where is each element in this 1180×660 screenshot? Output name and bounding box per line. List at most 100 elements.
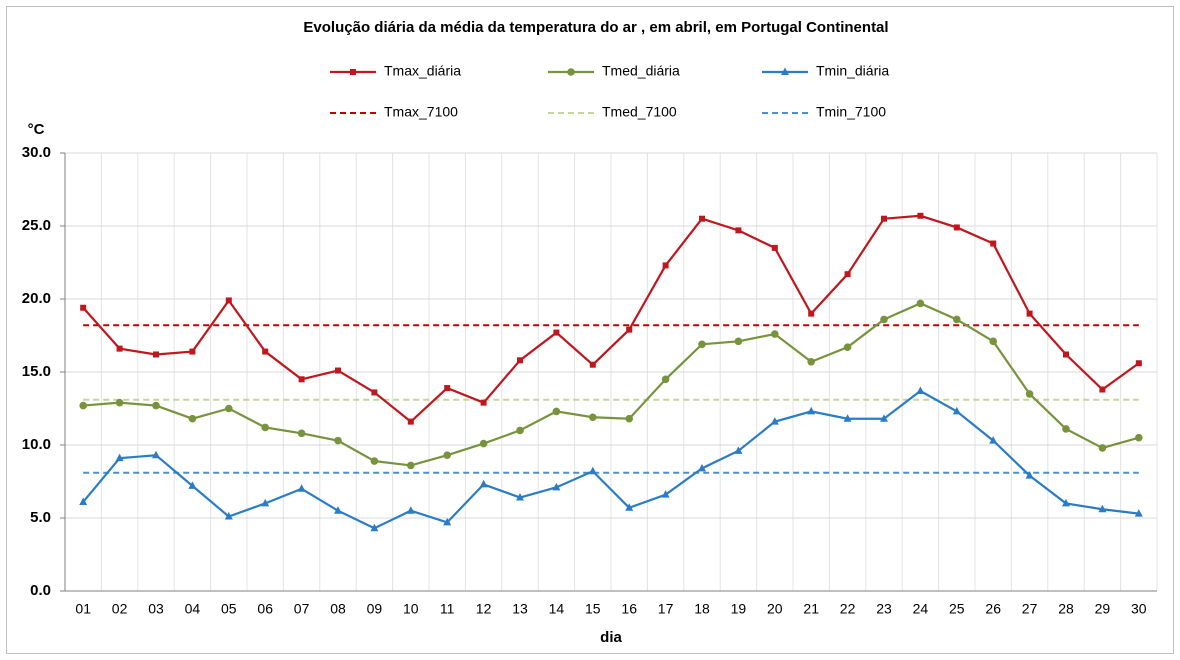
data-point <box>152 401 160 410</box>
series-line <box>82 214 1140 424</box>
y-tick-label: 5.0 <box>30 509 51 526</box>
x-tick-label: 22 <box>840 601 856 617</box>
data-point <box>79 401 87 410</box>
data-point <box>371 389 378 396</box>
data-point <box>115 398 124 407</box>
data-point <box>1063 351 1069 358</box>
data-point <box>1099 386 1106 393</box>
y-tick-label: 10.0 <box>22 436 51 453</box>
x-tick-label: 20 <box>767 601 783 617</box>
data-point <box>989 436 998 444</box>
data-point <box>553 329 560 336</box>
data-point <box>844 271 851 278</box>
x-axis-label: dia <box>600 629 622 646</box>
data-point <box>1025 471 1034 479</box>
data-point <box>443 451 452 460</box>
data-point <box>1135 360 1142 367</box>
data-point <box>297 429 306 438</box>
data-point <box>153 351 159 358</box>
x-tick-label: 16 <box>621 601 637 617</box>
data-point <box>552 407 561 416</box>
x-tick-label: 12 <box>476 601 492 617</box>
y-tick-label: 15.0 <box>22 363 51 380</box>
data-point <box>224 512 233 520</box>
data-point <box>588 466 597 475</box>
legend-label: Tmin_7100 <box>816 104 886 120</box>
data-point <box>189 348 196 355</box>
data-point <box>771 330 779 338</box>
data-point <box>262 348 269 355</box>
data-point <box>444 385 451 392</box>
data-point <box>771 244 778 251</box>
x-tick-label: 11 <box>440 601 455 617</box>
data-point <box>479 439 488 448</box>
data-point <box>370 523 379 532</box>
y-tick-label: 20.0 <box>22 290 51 307</box>
x-tick-label: 24 <box>913 601 929 617</box>
data-point <box>626 326 633 333</box>
data-point <box>625 414 633 423</box>
data-point <box>734 337 743 346</box>
data-point <box>1062 498 1070 507</box>
data-point <box>516 426 524 435</box>
data-point <box>567 68 575 76</box>
x-tick-label: 01 <box>75 601 91 617</box>
legend-label: Tmin_diária <box>816 63 889 79</box>
x-tick-label: 10 <box>403 601 419 617</box>
data-point <box>407 461 415 470</box>
data-point <box>1025 390 1034 398</box>
x-tick-label: 03 <box>148 601 164 617</box>
x-tick-label: 27 <box>1022 601 1038 617</box>
data-point <box>662 262 669 269</box>
data-point <box>80 304 87 311</box>
data-point <box>698 463 706 472</box>
data-point <box>188 481 197 489</box>
data-point <box>699 215 705 222</box>
data-point <box>770 417 779 425</box>
data-point <box>843 343 852 351</box>
x-tick-label: 05 <box>221 601 237 617</box>
legend-label: Tmed_7100 <box>602 104 677 120</box>
data-point <box>781 67 789 75</box>
data-point <box>735 227 742 234</box>
x-tick-label: 08 <box>330 601 346 617</box>
data-point <box>989 337 997 346</box>
x-tick-label: 30 <box>1131 601 1147 617</box>
x-tick-label: 15 <box>585 601 601 617</box>
y-axis-label: °C <box>28 121 45 138</box>
data-point <box>407 418 414 425</box>
data-point <box>1134 509 1143 517</box>
data-point <box>261 498 270 507</box>
data-point <box>916 299 925 308</box>
data-point <box>881 215 887 222</box>
data-point <box>880 315 888 324</box>
data-point <box>334 436 342 445</box>
data-point <box>1026 310 1033 317</box>
chart-frame <box>6 6 1174 654</box>
legend-label: Tmax_diária <box>384 63 461 79</box>
data-point <box>916 386 925 394</box>
x-tick-label: 29 <box>1095 601 1111 617</box>
data-point <box>807 357 815 366</box>
x-tick-label: 28 <box>1058 601 1074 617</box>
data-point <box>115 453 124 462</box>
data-point <box>953 315 961 324</box>
data-point <box>350 69 356 75</box>
data-point <box>1098 444 1107 452</box>
x-tick-label: 07 <box>294 601 310 617</box>
data-point <box>79 497 88 505</box>
data-point <box>734 446 743 454</box>
data-point <box>807 406 816 415</box>
x-tick-label: 06 <box>257 601 273 617</box>
data-point <box>406 506 415 514</box>
x-tick-label: 14 <box>549 601 565 617</box>
data-point <box>661 375 670 384</box>
series-line <box>83 302 1140 467</box>
data-point <box>1062 425 1070 433</box>
y-tick-label: 25.0 <box>22 217 51 234</box>
x-tick-label: 17 <box>658 601 674 617</box>
x-tick-label: 18 <box>694 601 710 617</box>
data-point <box>1098 504 1107 513</box>
data-point <box>152 450 160 459</box>
data-point <box>370 457 379 465</box>
